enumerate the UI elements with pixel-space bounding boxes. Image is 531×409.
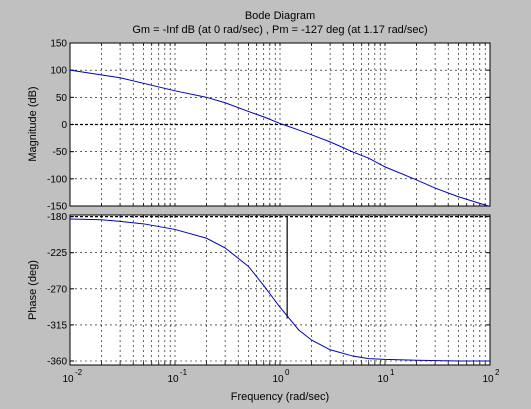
x-tick-exponent: -2 xyxy=(75,368,83,377)
magnitude-curve xyxy=(69,69,491,208)
phase-curve xyxy=(69,218,490,362)
x-tick-exponent: -1 xyxy=(180,368,188,377)
y-tick-label: -100 xyxy=(47,174,67,185)
y-tick-label: -225 xyxy=(47,248,67,259)
magnitude-series-line xyxy=(69,69,491,208)
y-tick-label: -180 xyxy=(47,212,67,223)
y-tick-label: -360 xyxy=(47,356,67,367)
x-axis-label: Frequency (rad/sec) xyxy=(231,391,329,403)
chart-title: Bode Diagram xyxy=(245,10,315,22)
phase-axes: -180 -225 -270 -315 -360 Phase (deg) xyxy=(27,212,491,367)
chart-subtitle: Gm = -Inf dB (at 0 rad/sec) , Pm = -127 … xyxy=(132,24,427,36)
phase-y-ticks: -180 -225 -270 -315 -360 xyxy=(47,212,490,367)
y-tick-label: -315 xyxy=(47,320,67,331)
magnitude-axes: 150 100 50 0 -50 -100 -150 Magnitude (dB) xyxy=(27,39,491,213)
x-tick-label: 10 xyxy=(62,374,74,385)
phase-y-label: Phase (deg) xyxy=(27,260,39,320)
x-tick-label: 10 xyxy=(377,374,389,385)
y-tick-label: 50 xyxy=(56,93,68,104)
y-tick-label: -270 xyxy=(47,284,67,295)
phase-series-line xyxy=(69,218,490,362)
magnitude-y-ticks: 150 100 50 0 -50 -100 -150 xyxy=(47,39,490,213)
x-tick-label: 10 xyxy=(167,374,179,385)
x-tick-label: 10 xyxy=(482,374,494,385)
x-tick-exponent: 0 xyxy=(285,368,290,377)
y-tick-label: 0 xyxy=(61,120,67,131)
y-tick-label: -50 xyxy=(53,147,68,158)
x-tick-exponent: 1 xyxy=(390,368,395,377)
y-tick-label: 100 xyxy=(50,66,67,77)
magnitude-y-label: Magnitude (dB) xyxy=(27,86,39,161)
x-tick-exponent: 2 xyxy=(495,368,500,377)
y-tick-label: -150 xyxy=(47,202,67,213)
x-tick-label: 10 xyxy=(272,374,284,385)
y-tick-label: 150 xyxy=(50,39,67,50)
